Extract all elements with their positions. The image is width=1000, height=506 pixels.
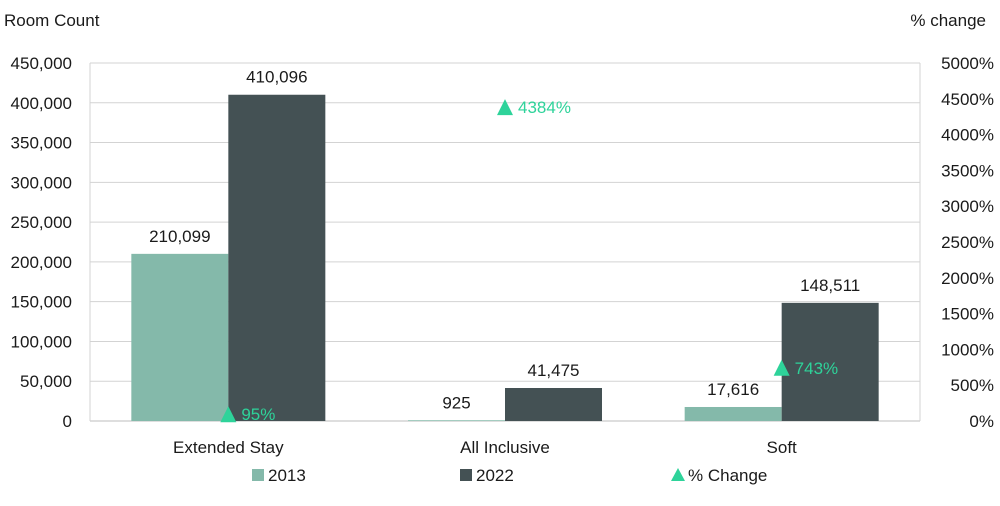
bars: [131, 94, 879, 421]
y-tick-label: 250,000: [11, 213, 72, 232]
y2-tick-label: 3500%: [941, 161, 994, 180]
bar-value-label: 17,616: [707, 380, 759, 399]
y-tick-label: 100,000: [11, 332, 72, 351]
bar-2013-0: [131, 253, 229, 421]
pct-change-marker: [773, 359, 790, 376]
legend-triangle-icon: [671, 468, 685, 481]
y2-axis-title: % change: [910, 11, 986, 30]
category-labels: Extended Stay All Inclusive Soft: [173, 438, 797, 457]
y-tick-label: 450,000: [11, 54, 72, 73]
y2-tick-label: 2000%: [941, 269, 994, 288]
y2-tick-label: 1500%: [941, 305, 994, 324]
bar-2022-0: [228, 94, 326, 421]
y-tick-label: 300,000: [11, 173, 72, 192]
y2-tick-label: 4000%: [941, 126, 994, 145]
y-tick-label: 400,000: [11, 94, 72, 113]
legend-swatch-2013: [252, 469, 264, 481]
pct-change-marker: [220, 406, 237, 423]
y-tick-label: 200,000: [11, 253, 72, 272]
pct-change-label: 4384%: [518, 98, 571, 117]
y2-tick-label: 2500%: [941, 233, 994, 252]
bar-value-label: 925: [442, 393, 470, 412]
y-tick-label: 150,000: [11, 293, 72, 312]
y2-tick-label: 4500%: [941, 90, 994, 109]
y2-tick-label: 5000%: [941, 54, 994, 73]
pct-change-marker: [497, 99, 513, 116]
bar-2013-2: [684, 406, 782, 421]
pct-change-markers: 95% 4384% 743%: [220, 98, 838, 424]
y2-axis-ticks: 0% 500% 1000% 1500% 2000% 2500% 3000% 3500% 4000…: [941, 54, 994, 431]
bar-labels: 210,099 410,096 925 41,475 17,616 148,511: [149, 68, 860, 413]
bar-2022-1: [505, 388, 602, 421]
legend-label-2022: 2022: [476, 466, 514, 485]
category-label: Soft: [767, 438, 798, 457]
bar-value-label: 210,099: [149, 227, 210, 246]
pct-change-label: 95%: [241, 405, 275, 424]
y-tick-label: 50,000: [20, 372, 72, 391]
legend: 2013 2022 % Change: [252, 466, 767, 485]
bar-2022-2: [781, 302, 879, 421]
y2-tick-label: 1000%: [941, 340, 994, 359]
bar-value-label: 41,475: [528, 361, 580, 380]
y-tick-label: 0: [63, 412, 72, 431]
y-tick-label: 350,000: [11, 134, 72, 153]
y2-tick-label: 3000%: [941, 197, 994, 216]
legend-swatch-2022: [460, 469, 472, 481]
pct-change-label: 743%: [795, 359, 838, 378]
y-axis-ticks: 0 50,000 100,000 150,000 200,000 250,000 300,0…: [11, 54, 72, 431]
category-label: Extended Stay: [173, 438, 284, 457]
category-label: All Inclusive: [460, 438, 550, 457]
legend-label-pct-change: % Change: [688, 466, 767, 485]
y2-tick-label: 0%: [969, 412, 994, 431]
y2-tick-label: 500%: [951, 376, 994, 395]
y-axis-title: Room Count: [4, 11, 100, 30]
bar-2013-1: [408, 420, 505, 421]
bar-value-label: 148,511: [800, 276, 860, 295]
bar-value-label: 410,096: [246, 68, 307, 87]
legend-label-2013: 2013: [268, 466, 306, 485]
